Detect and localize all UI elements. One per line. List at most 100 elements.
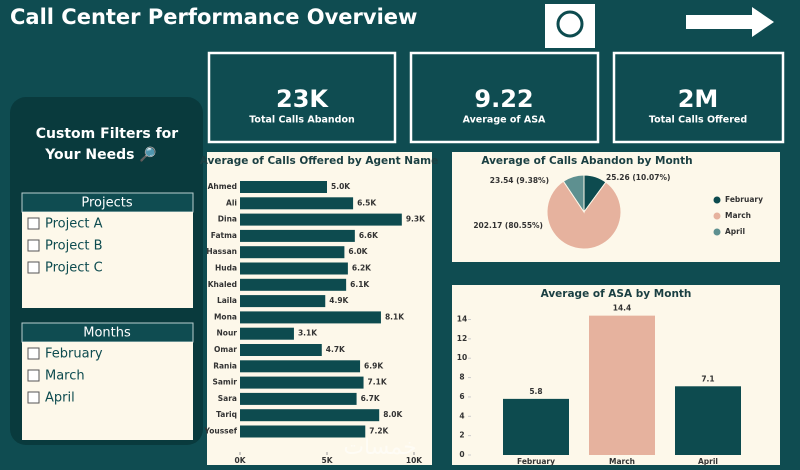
- slicer-item: April: [45, 391, 75, 406]
- kpi-cards: 23K Total Calls Abandon 9.22 Average of …: [207, 51, 785, 144]
- legend-marker: [713, 212, 721, 220]
- slicer-item: Project C: [45, 261, 103, 276]
- bar: [240, 344, 322, 356]
- kpi-label: Total Calls Offered: [649, 115, 747, 126]
- page-title: Call Center Performance Overview: [10, 5, 417, 29]
- y-tick-label: Ahmed: [208, 182, 237, 191]
- y-tick-label: Rania: [213, 361, 237, 370]
- y-tick-label: 4: [459, 411, 464, 420]
- checkbox[interactable]: [27, 261, 40, 274]
- data-label: 23.54 (9.38%): [490, 176, 549, 185]
- data-label: 6.5K: [357, 198, 377, 207]
- bar: [240, 295, 326, 308]
- data-label: 6.7K: [361, 394, 381, 403]
- y-tick-label: Omar: [214, 345, 237, 354]
- x-tick-label: 0K: [234, 456, 246, 465]
- checkbox[interactable]: [27, 217, 40, 230]
- bar: [240, 262, 348, 275]
- data-label: 3.1K: [298, 329, 318, 338]
- data-label: 8.0K: [383, 410, 403, 419]
- data-label: 202.17 (80.55%): [473, 221, 543, 230]
- bar: [675, 386, 741, 455]
- y-tick-label: Sara: [218, 394, 237, 403]
- data-label: 7.1: [701, 374, 714, 383]
- legend-label: April: [725, 227, 745, 236]
- y-tick-label: Youssef: [203, 427, 237, 436]
- slicer-body: [22, 212, 193, 308]
- data-label: 8.1K: [385, 312, 405, 321]
- data-label: 5.8: [529, 387, 542, 396]
- y-tick-label: Huda: [215, 264, 237, 273]
- watermark: خمسات: [343, 435, 416, 460]
- chart-title: Average of ASA by Month: [541, 288, 692, 300]
- legend-marker: [713, 196, 721, 204]
- pie-slice: [546, 180, 622, 250]
- x-tick-label: February: [517, 457, 555, 466]
- checkbox[interactable]: [27, 391, 40, 404]
- y-tick-label: 8: [459, 373, 464, 382]
- data-label: 14.4: [613, 304, 632, 313]
- slicer-item: February: [45, 347, 103, 362]
- data-label: 4.9K: [329, 296, 349, 305]
- bar: [589, 315, 655, 455]
- data-label: 5.0K: [331, 182, 351, 191]
- y-tick-label: Khaled: [208, 280, 237, 289]
- bar: [503, 398, 569, 455]
- y-tick-label: 0: [459, 450, 464, 459]
- data-label: 7.2K: [369, 427, 389, 436]
- kpi-value: 9.22: [474, 85, 533, 113]
- chart-title: Average of Calls Abandon by Month: [481, 155, 692, 167]
- y-tick-label: 6: [459, 392, 464, 401]
- legend-marker: [713, 228, 721, 236]
- data-label: 4.7K: [326, 345, 346, 354]
- kpi-card: [612, 51, 785, 144]
- bar: [240, 181, 327, 193]
- y-tick-label: Dina: [218, 215, 237, 224]
- legend-label: February: [725, 195, 763, 204]
- slicer-item: Project B: [45, 239, 103, 254]
- filter-panel-title: Your Needs 🔎: [44, 145, 157, 163]
- bar: [240, 327, 294, 340]
- bar: [240, 213, 402, 226]
- data-label: 7.1K: [368, 378, 388, 387]
- data-label: 6.2K: [352, 264, 372, 273]
- bar: [240, 311, 381, 324]
- kpi-value: 2M: [678, 85, 719, 113]
- slicer-body: [22, 342, 193, 440]
- checkbox[interactable]: [27, 239, 40, 252]
- bar: [240, 229, 355, 242]
- filter-panel-title: Custom Filters for: [36, 126, 179, 142]
- y-tick-label: Laila: [217, 296, 237, 305]
- logo-icon: [556, 10, 584, 38]
- bar: [240, 425, 366, 438]
- y-tick-label: 10: [457, 353, 467, 362]
- bar: [240, 409, 380, 422]
- y-tick-label: Fatma: [211, 231, 237, 240]
- checkbox[interactable]: [27, 347, 40, 360]
- x-tick-label: 10K: [406, 456, 423, 465]
- x-tick-label: March: [609, 457, 635, 466]
- slicer-item: Project A: [45, 217, 103, 232]
- kpi-label: Total Calls Abandon: [249, 115, 355, 126]
- data-label: 6.1K: [350, 280, 370, 289]
- data-label: 6.6K: [359, 231, 379, 240]
- next-arrow[interactable]: [686, 7, 774, 37]
- chart-title: Average of Calls Offered by Agent Name: [200, 155, 439, 167]
- slicer-title: Projects: [81, 196, 132, 211]
- kpi-label: Average of ASA: [463, 115, 546, 126]
- slicer-title: Months: [83, 326, 131, 341]
- kpi-value: 23K: [276, 85, 329, 113]
- data-label: 9.3K: [406, 215, 426, 224]
- y-tick-label: Mona: [214, 312, 237, 321]
- checkbox[interactable]: [27, 369, 40, 382]
- data-label: 6.0K: [348, 247, 368, 256]
- y-tick-label: Ali: [226, 198, 237, 207]
- slicer-item: March: [45, 369, 85, 384]
- kpi-card: [409, 51, 600, 144]
- x-tick-label: April: [698, 457, 718, 466]
- bar: [240, 392, 357, 405]
- legend-label: March: [725, 211, 751, 220]
- y-tick-label: 12: [457, 334, 467, 343]
- bar: [240, 246, 345, 259]
